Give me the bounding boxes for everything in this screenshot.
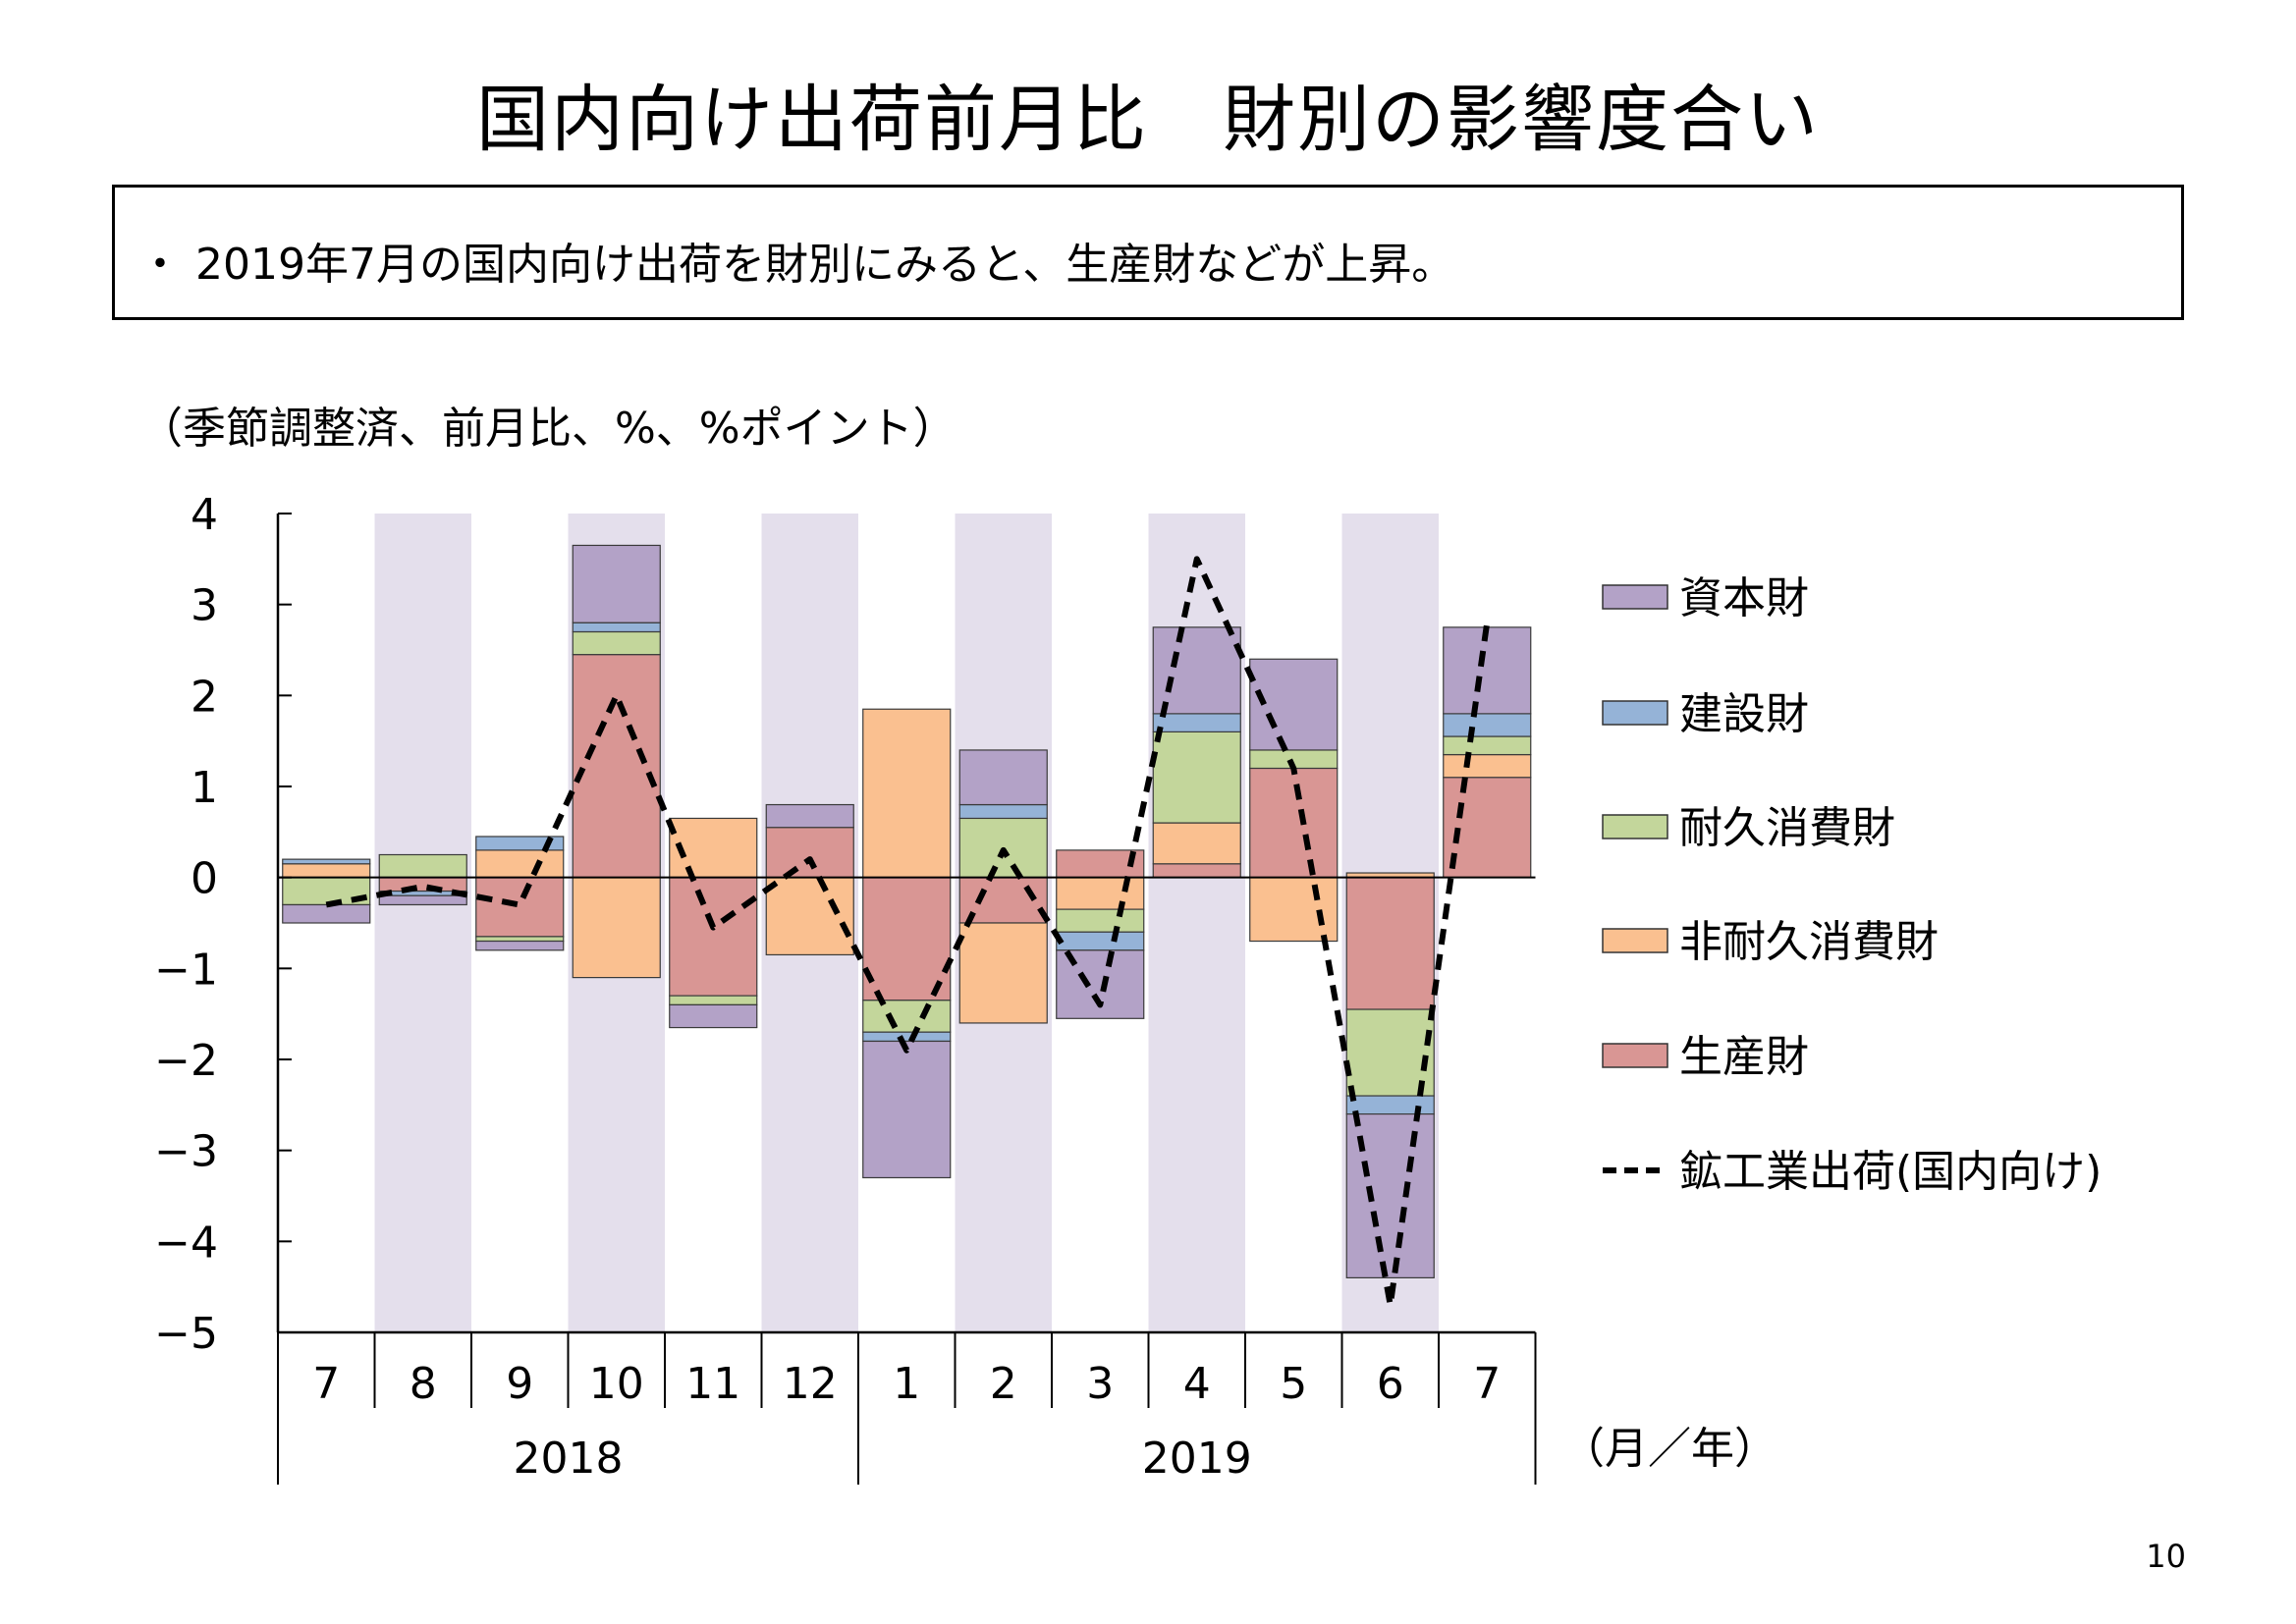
legend-swatch-capital: [1602, 584, 1668, 610]
y-tick-label: −1: [154, 945, 218, 995]
legend-swatch-nondurable: [1602, 928, 1668, 953]
bar-production-3: [572, 654, 661, 879]
bar-capital-9: [1152, 626, 1241, 715]
bar-nondurable-6: [862, 708, 952, 879]
legend-label-production: 生産財: [1679, 1032, 1809, 1082]
bar-nondurable-7: [958, 922, 1048, 1024]
bar-construction-12: [1443, 713, 1532, 737]
x-tick-label: 10: [589, 1359, 644, 1409]
bar-production-10: [1249, 767, 1339, 879]
bar-construction-8: [1056, 931, 1145, 951]
x-tick-label: 5: [1280, 1359, 1307, 1409]
bar-nondurable-8: [1056, 877, 1145, 910]
bar-capital-6: [862, 1040, 952, 1179]
legend-swatch-production: [1602, 1043, 1668, 1068]
bar-construction-6: [862, 1031, 952, 1043]
bar-production-12: [1443, 777, 1532, 879]
bar-capital-10: [1249, 658, 1339, 751]
x-tick-label: 7: [312, 1359, 340, 1409]
bar-capital-5: [765, 803, 854, 829]
bar-construction-0: [282, 858, 371, 865]
bar-nondurable-5: [765, 877, 854, 956]
bar-nondurable-2: [475, 849, 565, 879]
legend-label-construction: 建設財: [1679, 689, 1809, 739]
x-tick-label: 2: [990, 1359, 1017, 1409]
legend-label-capital: 資本財: [1679, 573, 1809, 623]
bar-durable-0: [282, 877, 371, 906]
x-tick-label: 3: [1086, 1359, 1114, 1409]
bar-durable-9: [1152, 731, 1241, 824]
y-tick-label: −5: [154, 1309, 218, 1359]
y-tick-label: 4: [191, 490, 218, 540]
y-tick-label: −3: [154, 1127, 218, 1177]
bar-production-6: [862, 877, 952, 1001]
bar-nondurable-4: [669, 817, 758, 879]
bar-nondurable-10: [1249, 877, 1339, 943]
x-tick-label: 1: [893, 1359, 920, 1409]
y-tick-label: 1: [191, 763, 218, 813]
bar-capital-2: [475, 940, 565, 951]
bar-production-2: [475, 877, 565, 938]
shade-column-1: [374, 514, 471, 1332]
summary-box: ・ 2019年7月の国内向け出荷を財別にみると、生産財などが上昇。: [112, 185, 2184, 320]
x-tick-label: 4: [1183, 1359, 1211, 1409]
unit-note: （季節調整済、前月比、%、%ポイント）: [139, 404, 957, 454]
line-layer: [325, 556, 1491, 1309]
legend-label-line: 鉱工業出荷(国内向け): [1679, 1147, 2102, 1197]
x-tick-label: 6: [1377, 1359, 1404, 1409]
y-tick-label: 2: [191, 672, 218, 722]
bar-capital-0: [282, 903, 371, 924]
bar-capital-3: [572, 544, 661, 623]
bar-nondurable-9: [1152, 822, 1241, 865]
legend-swatch-construction: [1602, 700, 1668, 726]
legend-swatch-durable: [1602, 814, 1668, 839]
bar-production-4: [669, 877, 758, 997]
bar-layer: [282, 544, 1532, 1278]
x-tick-label: 9: [506, 1359, 533, 1409]
year-label: 2019: [1142, 1434, 1252, 1484]
bar-durable-4: [669, 995, 758, 1006]
y-tick-label: −2: [154, 1036, 218, 1086]
bar-capital-1: [378, 894, 467, 906]
x-tick-label: 11: [685, 1359, 740, 1409]
y-tick-label: 0: [191, 854, 218, 904]
bar-nondurable-0: [282, 863, 371, 879]
legend-label-nondurable: 非耐久消費財: [1679, 917, 1939, 967]
bar-durable-2: [475, 936, 565, 943]
bar-durable-3: [572, 630, 661, 656]
page-title: 国内向け出荷前月比 財別の影響度合い: [476, 78, 1820, 162]
bar-construction-2: [475, 836, 565, 851]
bar-durable-8: [1056, 908, 1145, 933]
year-label: 2018: [514, 1434, 624, 1484]
page-number: 10: [2146, 1538, 2186, 1575]
x-tick-label: 12: [783, 1359, 838, 1409]
bar-construction-11: [1345, 1095, 1435, 1115]
bar-durable-12: [1443, 735, 1532, 756]
bar-production-1: [378, 877, 467, 893]
x-tick-label: 7: [1473, 1359, 1501, 1409]
bar-nondurable-12: [1443, 753, 1532, 779]
x-axis-unit-label: （月／年）: [1561, 1424, 1777, 1474]
legend-label-durable: 耐久消費財: [1679, 803, 1895, 853]
bar-durable-6: [862, 1000, 952, 1033]
bar-production-9: [1152, 863, 1241, 879]
bar-nondurable-3: [572, 877, 661, 979]
bar-capital-4: [669, 1003, 758, 1029]
y-tick-label: 3: [191, 581, 218, 631]
bar-construction-3: [572, 622, 661, 633]
bar-production-5: [765, 827, 854, 879]
bar-capital-7: [958, 749, 1048, 806]
summary-text: ・ 2019年7月の国内向け出荷を財別にみると、生産財などが上昇。: [138, 240, 1455, 290]
x-tick-label: 8: [410, 1359, 437, 1409]
bar-durable-1: [378, 853, 467, 879]
bar-capital-12: [1443, 626, 1532, 715]
bar-production-11: [1345, 877, 1435, 1010]
y-tick-label: −4: [154, 1218, 218, 1268]
line-series-domestic-shipments: [325, 556, 1491, 1309]
bar-construction-7: [958, 803, 1048, 820]
bar-construction-9: [1152, 713, 1241, 732]
